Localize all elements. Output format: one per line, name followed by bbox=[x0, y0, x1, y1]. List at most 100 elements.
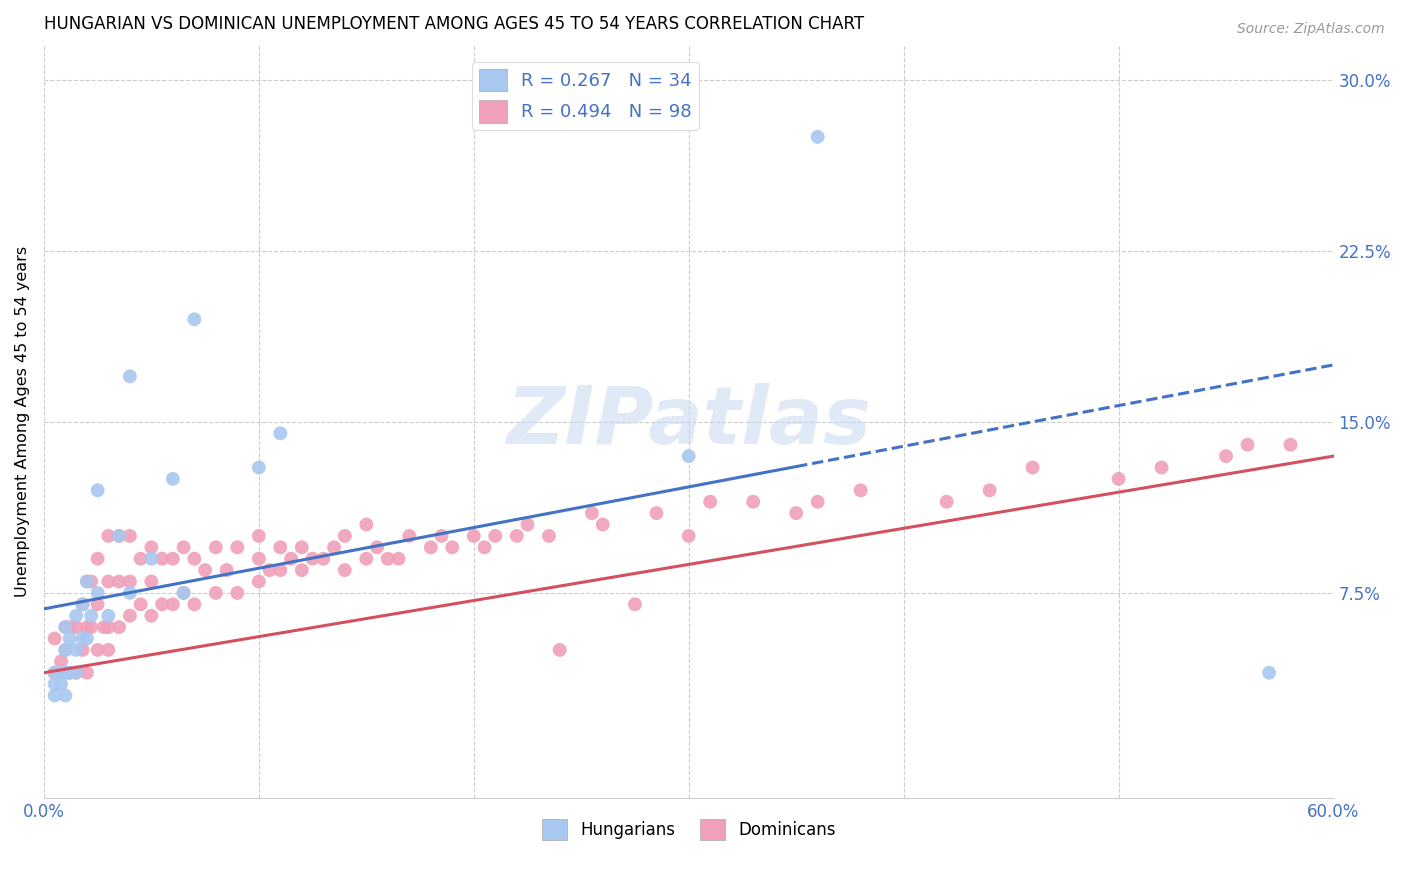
Point bbox=[108, 529, 131, 543]
Point bbox=[86, 643, 108, 657]
Point bbox=[226, 586, 249, 600]
Point bbox=[323, 541, 346, 555]
Point bbox=[55, 620, 77, 634]
Text: HUNGARIAN VS DOMINICAN UNEMPLOYMENT AMONG AGES 45 TO 54 YEARS CORRELATION CHART: HUNGARIAN VS DOMINICAN UNEMPLOYMENT AMON… bbox=[44, 15, 865, 33]
Point bbox=[247, 551, 270, 566]
Point bbox=[65, 665, 87, 680]
Point bbox=[742, 494, 765, 508]
Point bbox=[356, 551, 378, 566]
Point bbox=[65, 608, 87, 623]
Point bbox=[93, 620, 115, 634]
Point bbox=[173, 586, 195, 600]
Point bbox=[59, 632, 82, 646]
Point bbox=[419, 541, 441, 555]
Point bbox=[592, 517, 614, 532]
Y-axis label: Unemployment Among Ages 45 to 54 years: Unemployment Among Ages 45 to 54 years bbox=[15, 246, 30, 598]
Point bbox=[291, 563, 314, 577]
Point bbox=[108, 574, 131, 589]
Text: ZIPatlas: ZIPatlas bbox=[506, 383, 872, 461]
Point bbox=[44, 677, 66, 691]
Point bbox=[141, 551, 163, 566]
Point bbox=[108, 529, 131, 543]
Point bbox=[76, 632, 98, 646]
Point bbox=[247, 574, 270, 589]
Point bbox=[215, 563, 238, 577]
Point bbox=[366, 541, 388, 555]
Point bbox=[807, 494, 830, 508]
Point bbox=[807, 129, 830, 144]
Point bbox=[301, 551, 323, 566]
Point bbox=[269, 563, 291, 577]
Point bbox=[49, 677, 72, 691]
Point bbox=[65, 620, 87, 634]
Point bbox=[65, 643, 87, 657]
Point bbox=[699, 494, 721, 508]
Point bbox=[979, 483, 1001, 498]
Point bbox=[474, 541, 496, 555]
Point bbox=[785, 506, 807, 520]
Point bbox=[80, 620, 103, 634]
Point bbox=[44, 689, 66, 703]
Point bbox=[76, 665, 98, 680]
Point bbox=[55, 665, 77, 680]
Point bbox=[484, 529, 506, 543]
Point bbox=[312, 551, 335, 566]
Point bbox=[1279, 438, 1302, 452]
Point bbox=[183, 312, 205, 326]
Legend: Hungarians, Dominicans: Hungarians, Dominicans bbox=[534, 813, 842, 847]
Point bbox=[226, 541, 249, 555]
Point bbox=[76, 620, 98, 634]
Point bbox=[162, 551, 184, 566]
Point bbox=[1236, 438, 1258, 452]
Point bbox=[72, 632, 94, 646]
Point bbox=[80, 574, 103, 589]
Point bbox=[72, 643, 94, 657]
Point bbox=[118, 369, 141, 384]
Point bbox=[516, 517, 538, 532]
Point bbox=[44, 665, 66, 680]
Point bbox=[333, 529, 356, 543]
Point bbox=[97, 574, 120, 589]
Point bbox=[59, 620, 82, 634]
Point bbox=[97, 643, 120, 657]
Point bbox=[377, 551, 399, 566]
Point bbox=[537, 529, 560, 543]
Point bbox=[141, 541, 163, 555]
Point bbox=[55, 620, 77, 634]
Point bbox=[581, 506, 603, 520]
Point bbox=[548, 643, 571, 657]
Point bbox=[463, 529, 485, 543]
Point bbox=[1108, 472, 1130, 486]
Point bbox=[72, 597, 94, 611]
Point bbox=[55, 643, 77, 657]
Point bbox=[259, 563, 281, 577]
Point bbox=[387, 551, 409, 566]
Point bbox=[162, 472, 184, 486]
Point bbox=[44, 632, 66, 646]
Point bbox=[80, 608, 103, 623]
Point bbox=[1258, 665, 1281, 680]
Point bbox=[173, 541, 195, 555]
Point bbox=[291, 541, 314, 555]
Point bbox=[141, 608, 163, 623]
Point bbox=[118, 608, 141, 623]
Point bbox=[129, 597, 152, 611]
Point bbox=[269, 541, 291, 555]
Point bbox=[162, 597, 184, 611]
Point bbox=[194, 563, 217, 577]
Point bbox=[86, 483, 108, 498]
Point bbox=[183, 597, 205, 611]
Point bbox=[150, 597, 173, 611]
Point bbox=[441, 541, 464, 555]
Point bbox=[150, 551, 173, 566]
Point bbox=[118, 574, 141, 589]
Point bbox=[118, 529, 141, 543]
Point bbox=[108, 620, 131, 634]
Point bbox=[645, 506, 668, 520]
Point bbox=[65, 665, 87, 680]
Point bbox=[398, 529, 420, 543]
Point bbox=[72, 597, 94, 611]
Point bbox=[935, 494, 957, 508]
Point bbox=[55, 665, 77, 680]
Point bbox=[97, 608, 120, 623]
